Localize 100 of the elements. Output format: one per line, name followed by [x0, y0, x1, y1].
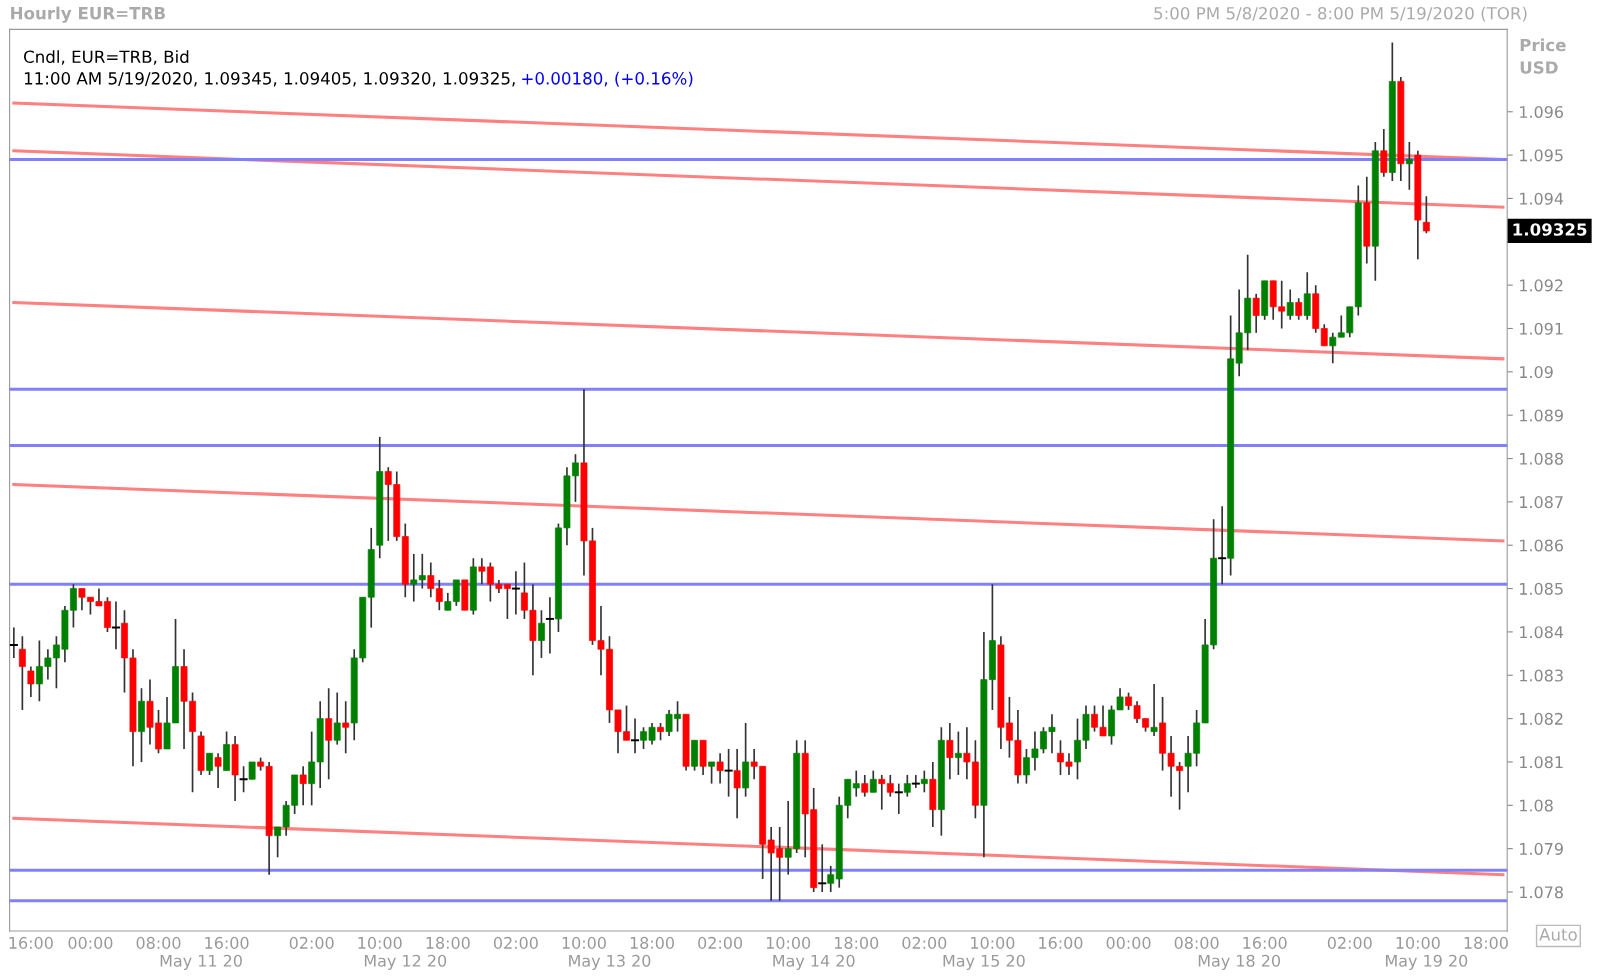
candlestick [894, 782, 903, 815]
candlestick [827, 865, 835, 893]
x-tick-label: 02:00 [698, 936, 743, 949]
candlestick [724, 748, 733, 798]
x-tick-label: May 14 20 [773, 954, 855, 970]
y-tick-label: 1.083 [1520, 669, 1563, 682]
annotation: 11:00 AM 5/19/2020, 1.09345, 1.09405, 1.09320, 1.09325, [24, 72, 515, 87]
y-tick-label: 1.079 [1520, 842, 1563, 855]
candlestick [1252, 292, 1260, 334]
y-tick-label: 1.087 [1520, 496, 1563, 509]
x-tick-label: 10:00 [971, 936, 1015, 949]
candlestick [111, 600, 120, 651]
candlestick [733, 748, 741, 820]
candlestick [206, 752, 213, 776]
y-tick-label: 1.078 [1520, 886, 1563, 899]
y-tick-label: 1.092 [1520, 279, 1563, 292]
x-tick-label: May 11 20 [160, 954, 242, 970]
y-tick-label: 1.086 [1520, 539, 1564, 552]
candlestick [538, 609, 545, 659]
candlestick [861, 774, 869, 798]
y-axis-title: Price USD [1520, 38, 1566, 74]
candlestick [1303, 271, 1311, 321]
candlestick [886, 774, 894, 798]
y-tick-label: 1.085 [1520, 582, 1563, 595]
candlestick [716, 752, 724, 785]
candlestick [708, 761, 716, 785]
candlestick [342, 700, 350, 755]
chart-subtitle: 5:00 PM 5/8/2020 - 8:00 PM 5/19/2020 (TOR) [1154, 6, 1527, 22]
x-tick-label: 16:00 [1243, 936, 1287, 949]
x-tick-label: 02:00 [289, 936, 334, 949]
candlestick [946, 722, 954, 781]
candlestick [1320, 323, 1328, 347]
y-tick-label: 1.084 [1520, 626, 1564, 639]
candlestick [27, 665, 35, 698]
x-tick-label: May 19 20 [1386, 954, 1468, 970]
y-tick-label: 1.082 [1520, 712, 1563, 725]
text: Auto [1539, 928, 1577, 941]
y-tick-label: 1.081 [1520, 756, 1563, 769]
candlestick [911, 774, 920, 789]
x-tick-label: May 18 20 [1198, 954, 1281, 970]
x-tick-label: 08:00 [136, 936, 181, 949]
y-tick-label: 1.091 [1520, 322, 1563, 335]
y-tick-label: 1.096 [1520, 105, 1564, 119]
candlestick [1218, 505, 1227, 586]
y-tick-label: 1.095 [1520, 149, 1563, 162]
x-tick-label: 10:00 [358, 936, 402, 949]
x-tick-label: May 12 20 [364, 954, 447, 970]
y-tick-label: 1.094 [1520, 192, 1564, 205]
candlestick [1422, 195, 1430, 234]
x-tick-label: 10:00 [562, 936, 606, 949]
annotation: Cndl, EUR=TRB, Bid [24, 50, 189, 65]
candlestick [878, 774, 886, 811]
candlestick [630, 717, 640, 755]
x-tick-label: May 13 20 [569, 954, 651, 970]
candlestick [299, 765, 307, 807]
candlestick [818, 843, 827, 893]
candlestick [1150, 683, 1158, 737]
x-tick-label: 16:00 [9, 936, 53, 949]
x-tick-label: 18:00 [630, 936, 674, 949]
candlestick [418, 553, 426, 590]
candlestick [1286, 288, 1294, 321]
x-tick-label: May 15 20 [943, 954, 1025, 970]
candlestick [214, 752, 222, 789]
x-tick-label: 10:00 [1396, 936, 1440, 949]
x-tick-label: 08:00 [1174, 936, 1219, 949]
candlestick [18, 635, 26, 711]
candlestick [1380, 128, 1388, 178]
y-tick-label: 1.09 [1520, 366, 1553, 379]
x-tick-label: 00:00 [1106, 936, 1151, 949]
chart-title: Hourly EUR=TRB [11, 6, 165, 23]
y-tick-label: 1.08 [1520, 799, 1553, 812]
y-tick-label: 1.088 [1520, 452, 1563, 465]
x-tick-label: 16:00 [205, 936, 249, 949]
text: 1.09325 [1513, 223, 1587, 236]
candlestick [1329, 331, 1337, 365]
x-tick-label: 18:00 [834, 936, 879, 949]
candlestick [511, 570, 520, 616]
candlestick [954, 730, 962, 776]
candlestick [9, 626, 18, 659]
y-tick-label: 1.089 [1520, 409, 1563, 422]
x-tick-label: 02:00 [902, 936, 947, 949]
candlestick [903, 774, 911, 798]
candlestick [545, 596, 554, 655]
candlestick [869, 769, 877, 794]
candlestick [852, 769, 860, 798]
candlestick [920, 769, 928, 794]
x-tick-label: 00:00 [68, 936, 113, 949]
candlestick [239, 765, 248, 794]
annotation: +0.00180, (+0.16%) [522, 71, 693, 87]
x-tick-label: 10:00 [766, 936, 811, 949]
x-tick-label: 02:00 [1327, 936, 1372, 949]
candlestick [410, 553, 418, 603]
x-tick-label: 16:00 [1039, 936, 1083, 949]
x-tick-label: 18:00 [426, 936, 470, 949]
x-tick-label: 02:00 [493, 936, 538, 949]
candlestick [1295, 297, 1303, 321]
candlestick [325, 687, 333, 781]
candlestick [333, 691, 341, 746]
candlestick [1405, 141, 1413, 191]
x-tick-label: 18:00 [1464, 936, 1508, 949]
